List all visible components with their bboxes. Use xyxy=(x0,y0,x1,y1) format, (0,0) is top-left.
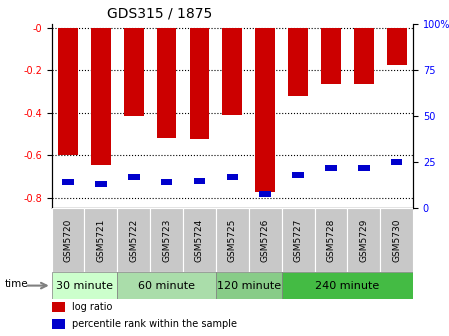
Bar xyxy=(282,208,314,272)
Bar xyxy=(354,28,374,84)
Text: 120 minute: 120 minute xyxy=(217,281,281,291)
Bar xyxy=(91,28,111,165)
Text: log ratio: log ratio xyxy=(72,302,112,312)
Bar xyxy=(292,172,304,178)
Text: percentile rank within the sample: percentile rank within the sample xyxy=(72,319,237,329)
Text: GSM5723: GSM5723 xyxy=(162,218,171,262)
Bar xyxy=(358,165,370,171)
Bar xyxy=(52,319,65,329)
Bar xyxy=(387,28,406,65)
Bar xyxy=(52,272,117,299)
Bar xyxy=(288,28,308,96)
Text: 240 minute: 240 minute xyxy=(315,281,379,291)
Bar xyxy=(380,208,413,272)
Bar xyxy=(314,208,348,272)
Text: GSM5726: GSM5726 xyxy=(261,218,270,262)
Bar xyxy=(117,208,150,272)
Bar xyxy=(216,208,249,272)
Bar xyxy=(227,174,238,180)
Text: GSM5721: GSM5721 xyxy=(97,218,106,262)
Bar xyxy=(249,208,282,272)
Bar xyxy=(216,272,282,299)
Bar xyxy=(391,159,402,165)
Text: GSM5725: GSM5725 xyxy=(228,218,237,262)
Text: 60 minute: 60 minute xyxy=(138,281,195,291)
Text: GSM5729: GSM5729 xyxy=(359,218,368,262)
Bar xyxy=(325,165,337,171)
Bar xyxy=(161,179,172,185)
Bar xyxy=(157,28,176,138)
Bar xyxy=(260,191,271,197)
Text: GSM5728: GSM5728 xyxy=(326,218,335,262)
Bar xyxy=(117,272,216,299)
Bar xyxy=(124,28,144,116)
Bar xyxy=(282,272,413,299)
Text: 30 minute: 30 minute xyxy=(56,281,113,291)
Text: GSM5720: GSM5720 xyxy=(64,218,73,262)
Bar xyxy=(348,208,380,272)
Bar xyxy=(62,179,74,185)
Bar xyxy=(52,302,65,312)
Bar xyxy=(95,181,107,187)
Bar xyxy=(223,28,242,115)
Text: GSM5730: GSM5730 xyxy=(392,218,401,262)
Text: GSM5722: GSM5722 xyxy=(129,219,138,262)
Bar xyxy=(255,28,275,193)
Bar xyxy=(183,208,216,272)
Bar xyxy=(194,178,205,183)
Bar xyxy=(321,28,341,84)
Bar xyxy=(52,208,84,272)
Text: GSM5724: GSM5724 xyxy=(195,219,204,262)
Bar xyxy=(189,28,209,139)
Bar xyxy=(58,28,78,155)
Bar xyxy=(128,174,140,180)
Bar xyxy=(150,208,183,272)
Bar xyxy=(84,208,117,272)
Text: GDS315 / 1875: GDS315 / 1875 xyxy=(107,7,213,21)
Text: time: time xyxy=(4,279,28,289)
Text: GSM5727: GSM5727 xyxy=(294,218,303,262)
